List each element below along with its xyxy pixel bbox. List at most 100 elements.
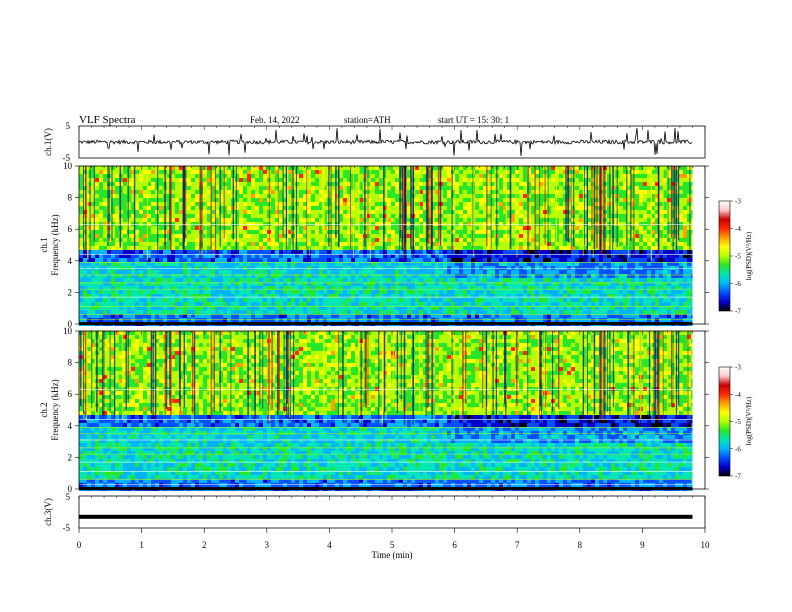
spectrogram-cell	[131, 226, 135, 230]
spectrogram-cell	[347, 202, 351, 206]
spectrogram-cell	[431, 270, 435, 274]
spectrogram-cell	[279, 262, 283, 266]
spectrogram-cell	[547, 290, 551, 294]
spectrogram-cell	[123, 202, 127, 206]
spectrogram-cell	[275, 170, 279, 174]
spectrogram-cell	[151, 214, 155, 218]
spectrogram-cell	[147, 254, 151, 258]
spectrogram-cell	[263, 290, 267, 294]
spectrogram-cell	[275, 262, 279, 266]
spectrogram-cell	[203, 226, 207, 230]
spectrogram-cell	[351, 274, 355, 278]
spectrogram-cell	[339, 218, 343, 222]
spectrogram-cell	[451, 170, 455, 174]
spectrogram-cell	[611, 266, 615, 270]
spectrogram-cell	[399, 242, 403, 246]
spectrogram-cell	[423, 254, 427, 258]
spectrogram-cell	[303, 234, 307, 238]
spectrogram-cell	[683, 278, 687, 282]
spectrogram-cell	[559, 262, 563, 266]
spectrogram-cell	[123, 290, 127, 294]
spectrogram-cell	[391, 278, 395, 282]
spectrogram-cell	[507, 198, 511, 202]
spectrogram-cell	[303, 166, 307, 170]
spectrogram-cell	[459, 178, 463, 182]
spectrogram-cell	[239, 210, 243, 214]
spectrogram-cell	[463, 174, 467, 178]
spectrogram-cell	[523, 254, 527, 258]
spectrogram-cell	[87, 242, 91, 246]
spectrogram-cell	[479, 206, 483, 210]
spectrogram-cell	[395, 206, 399, 210]
spectrogram-cell	[639, 262, 643, 266]
spectrogram-cell	[151, 174, 155, 178]
spectrogram-cell	[571, 202, 575, 206]
spectrogram-cell	[487, 194, 491, 198]
spectrogram-cell	[103, 242, 107, 246]
spectrogram-cell	[679, 262, 683, 266]
spectrogram-cell	[351, 238, 355, 242]
spectrogram-cell	[607, 274, 611, 278]
spectrogram-cell	[83, 254, 87, 258]
spectrogram-cell	[247, 214, 251, 218]
spectrogram-cell	[367, 202, 371, 206]
spectrogram-cell	[343, 210, 347, 214]
spectrogram-cell	[463, 230, 467, 234]
spectrogram-cell	[651, 234, 655, 238]
spectrogram-cell	[219, 190, 223, 194]
spectrogram-cell	[171, 262, 175, 266]
spectrogram-cell	[387, 286, 391, 290]
spectrogram-cell	[215, 234, 219, 238]
spectrogram-cell	[271, 166, 275, 170]
spectrogram-cell	[83, 214, 87, 218]
spectrogram-cell	[335, 282, 339, 286]
spectrogram-cell	[243, 194, 247, 198]
spectrogram-cell	[655, 242, 659, 246]
spectrogram-cell	[259, 190, 263, 194]
spectrogram-cell	[391, 242, 395, 246]
spectrogram-cell	[487, 278, 491, 282]
spectrogram-cell	[667, 250, 671, 254]
spectrogram-cell	[159, 278, 163, 282]
spectrogram-cell	[571, 178, 575, 182]
spectrogram-cell	[639, 258, 643, 262]
spectrogram-cell	[151, 270, 155, 274]
spectrogram-cell	[175, 262, 179, 266]
spectrogram-cell	[423, 230, 427, 234]
spectrogram-cell	[271, 198, 275, 202]
spectrogram-cell	[659, 230, 663, 234]
spectrogram-cell	[655, 178, 659, 182]
spectrogram-cell	[323, 194, 327, 198]
spectrogram-cell	[655, 182, 659, 186]
spectrogram-cell	[175, 210, 179, 214]
spectrogram-cell	[315, 226, 319, 230]
spectrogram-cell	[539, 178, 543, 182]
spectrogram-cell	[247, 274, 251, 278]
spectrogram-cell	[179, 266, 183, 270]
spectrogram-cell	[635, 234, 639, 238]
spectrogram-cell	[259, 274, 263, 278]
spectrogram-cell	[115, 230, 119, 234]
spectrogram-cell	[243, 266, 247, 270]
spectrogram-cell	[619, 250, 623, 254]
spectrogram-cell	[415, 190, 419, 194]
spectrogram-cell	[271, 274, 275, 278]
spectrogram-cell	[359, 238, 363, 242]
spectrogram-cell	[423, 258, 427, 262]
spectrogram-cell	[511, 242, 515, 246]
spectrogram-cell	[479, 250, 483, 254]
spectrogram-cell	[507, 274, 511, 278]
spectrogram-cell	[475, 250, 479, 254]
spectrogram-cell	[207, 282, 211, 286]
spectrogram-cell	[343, 230, 347, 234]
spectrogram-cell	[367, 198, 371, 202]
spectrogram-cell	[443, 174, 447, 178]
spectrogram-cell	[347, 190, 351, 194]
spectrogram-cell	[291, 290, 295, 294]
spectrogram-cell	[239, 166, 243, 170]
spectrogram-cell	[107, 294, 111, 298]
spectrogram-cell	[307, 170, 311, 174]
spectrogram-cell	[623, 186, 627, 190]
spectrogram-cell	[87, 234, 91, 238]
